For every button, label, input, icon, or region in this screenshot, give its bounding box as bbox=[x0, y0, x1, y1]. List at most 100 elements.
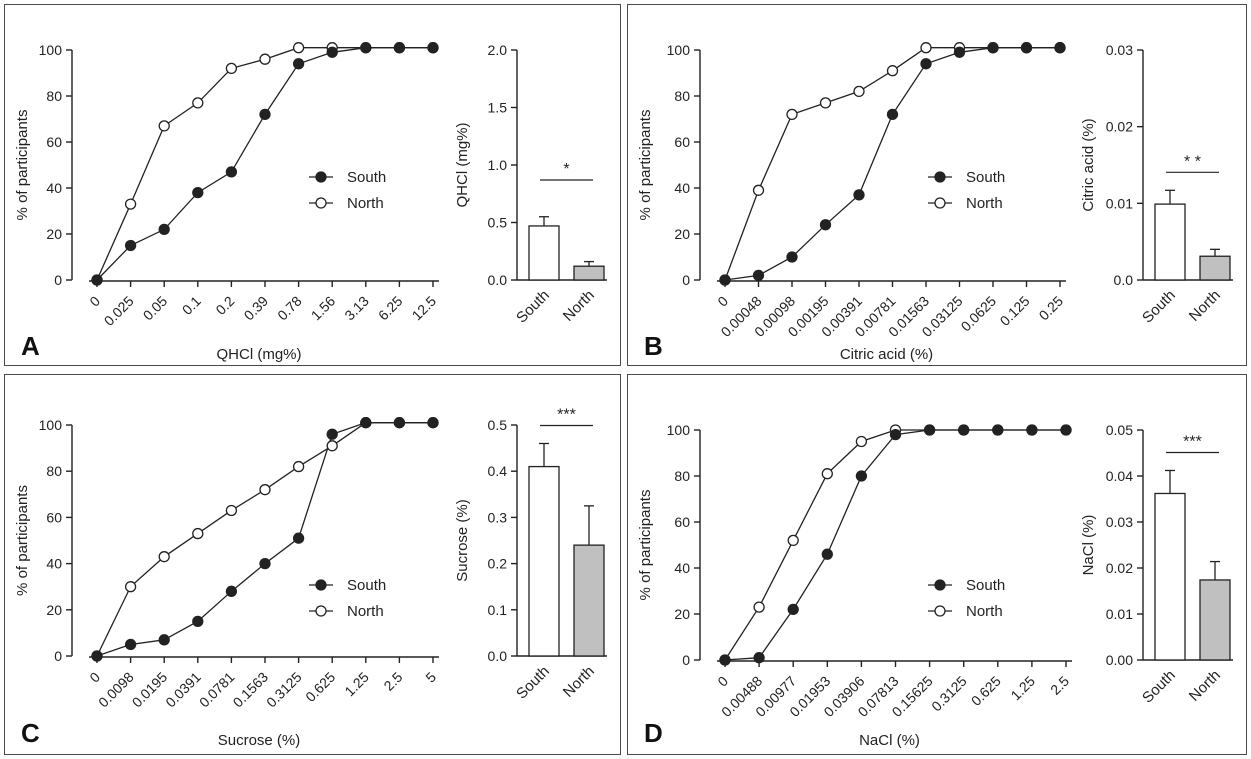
point-north bbox=[853, 85, 865, 98]
point-south bbox=[192, 186, 204, 199]
point-north bbox=[192, 97, 204, 109]
bar-y-tick-label: 0.03 bbox=[1106, 514, 1133, 530]
point-north bbox=[225, 504, 238, 517]
y-tick-label: 0 bbox=[682, 272, 690, 288]
y-tick-label: 40 bbox=[46, 556, 62, 572]
point-south bbox=[889, 428, 902, 441]
point-south bbox=[259, 108, 271, 121]
y-tick-label: 100 bbox=[667, 422, 691, 438]
point-north bbox=[819, 97, 832, 109]
y-tick-label: 20 bbox=[674, 226, 690, 242]
point-south bbox=[719, 274, 731, 286]
bar-category-label: South bbox=[1139, 287, 1179, 327]
y-tick-label: 0 bbox=[682, 652, 690, 668]
bar-y-tick-label: 0.04 bbox=[1106, 468, 1133, 484]
point-south bbox=[958, 424, 970, 436]
x-tick-label: 0 bbox=[86, 293, 103, 310]
legend-marker-south bbox=[315, 579, 327, 591]
legend-marker-south bbox=[934, 171, 946, 183]
point-south bbox=[225, 585, 238, 597]
legend-label-north: North bbox=[347, 603, 384, 620]
bar-y-tick-label: 0.03 bbox=[1106, 42, 1133, 58]
x-tick-label: 0.0781 bbox=[196, 669, 238, 711]
point-south bbox=[821, 548, 833, 560]
point-south bbox=[360, 417, 372, 429]
y-tick-label: 40 bbox=[674, 180, 690, 196]
panel-c: 0 20 40 60 80 100% of participants 0 0.0098 0.01… bbox=[4, 374, 621, 755]
x-tick-label: 0.0391 bbox=[162, 669, 204, 711]
point-north bbox=[920, 42, 932, 54]
point-south bbox=[427, 42, 439, 54]
point-south bbox=[920, 58, 932, 70]
x-tick-label: 6.25 bbox=[375, 293, 406, 324]
panel-letter: C bbox=[21, 718, 40, 748]
bar-y-tick-label: 0.2 bbox=[488, 556, 508, 572]
bar-y-tick-label: 0.0 bbox=[488, 272, 508, 288]
point-south bbox=[292, 532, 305, 544]
x-tick-label: 0.25 bbox=[1036, 293, 1067, 324]
y-tick-label: 80 bbox=[674, 468, 690, 484]
y-tick-label: 100 bbox=[39, 417, 63, 433]
y-tick-label: 80 bbox=[46, 88, 62, 104]
point-south bbox=[753, 652, 765, 664]
x-axis-label: QHCl (mg%) bbox=[217, 346, 302, 363]
x-tick-label: 0 bbox=[714, 673, 731, 690]
y-tick-label: 100 bbox=[39, 42, 63, 58]
series-line-north bbox=[96, 422, 433, 657]
legend-label-south: South bbox=[347, 169, 386, 186]
y-tick-label: 40 bbox=[674, 560, 690, 576]
bar-y-tick-label: 0.1 bbox=[488, 602, 508, 618]
y-tick-label: 0 bbox=[54, 648, 62, 664]
point-north bbox=[158, 551, 170, 563]
point-south bbox=[987, 42, 999, 54]
point-south bbox=[91, 650, 103, 662]
point-north bbox=[326, 440, 338, 452]
x-tick-label: 0.39 bbox=[241, 293, 272, 324]
x-tick-label: 3.13 bbox=[341, 293, 372, 324]
point-north bbox=[886, 65, 899, 77]
x-tick-label: 1.25 bbox=[341, 669, 372, 700]
legend-label-north: North bbox=[966, 603, 1003, 620]
x-tick-label: 0.3125 bbox=[928, 673, 970, 715]
bar-north bbox=[1199, 255, 1231, 281]
x-tick-label: 2.5 bbox=[380, 669, 405, 694]
bar-y-axis-label: QHCl (mg%) bbox=[454, 122, 471, 207]
point-north bbox=[124, 581, 137, 593]
significance-marker: *** bbox=[1183, 433, 1202, 450]
y-tick-label: 40 bbox=[46, 180, 62, 196]
point-south bbox=[992, 424, 1004, 436]
y-axis-label: % of participants bbox=[14, 485, 31, 596]
bar-category-label: South bbox=[513, 287, 553, 327]
point-south bbox=[393, 417, 406, 429]
panel-a: 0 20 40 60 80 100% of participants 0 0.025 0.05 0… bbox=[4, 4, 621, 366]
legend-label-south: South bbox=[966, 577, 1005, 594]
panel-b: 0 20 40 60 80 100% of participants 0 0.00048 0.0… bbox=[627, 4, 1247, 366]
point-north bbox=[292, 460, 305, 473]
series-line-north bbox=[96, 47, 433, 281]
point-south bbox=[819, 219, 832, 231]
bar-category-label: North bbox=[560, 663, 598, 701]
x-tick-label: 0.1563 bbox=[230, 669, 272, 711]
x-tick-label: 0.0625 bbox=[958, 293, 1000, 335]
y-tick-label: 20 bbox=[46, 226, 62, 242]
point-south bbox=[923, 424, 936, 436]
point-north bbox=[752, 184, 765, 196]
x-tick-label: 0.625 bbox=[302, 669, 338, 705]
bar-y-axis-label: NaCl (%) bbox=[1080, 515, 1097, 576]
series-line-south bbox=[724, 47, 1060, 281]
x-tick-label: 0 bbox=[86, 669, 103, 686]
significance-marker: * * bbox=[1184, 153, 1201, 170]
point-south bbox=[1054, 42, 1066, 54]
point-south bbox=[326, 46, 338, 58]
x-axis-label: Sucrose (%) bbox=[218, 732, 301, 749]
bar-y-tick-label: 0.0 bbox=[1114, 272, 1134, 288]
point-north bbox=[855, 435, 868, 448]
panel-letter: D bbox=[644, 718, 663, 748]
y-tick-label: 80 bbox=[674, 88, 690, 104]
x-tick-label: 12.5 bbox=[409, 293, 440, 324]
point-south bbox=[886, 108, 899, 121]
x-tick-label: 0.3125 bbox=[263, 669, 305, 711]
point-south bbox=[855, 470, 868, 482]
